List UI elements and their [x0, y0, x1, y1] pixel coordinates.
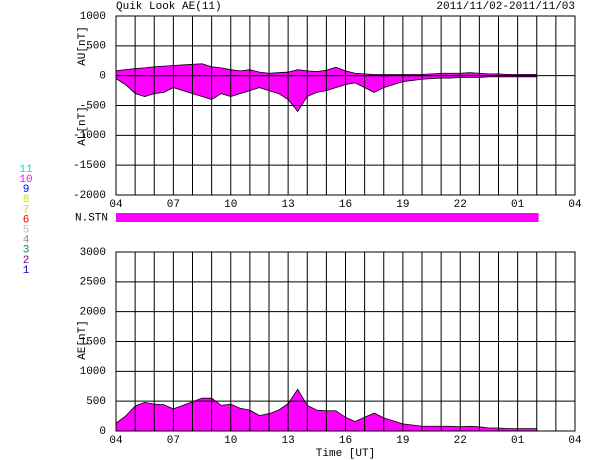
x-tick-label: 22 — [454, 199, 467, 211]
y-tick-label: 1000 — [80, 366, 106, 378]
y-tick-label: 500 — [86, 41, 106, 53]
y-tick-label: -500 — [80, 100, 106, 112]
x-tick-label: 07 — [167, 199, 180, 211]
y-tick-label: 0 — [99, 426, 106, 438]
x-tick-label: 10 — [224, 435, 237, 447]
x-tick-label: 19 — [396, 435, 409, 447]
station-legend-label: 6 — [23, 214, 30, 226]
y-tick-label: 2000 — [80, 307, 106, 319]
y-tick-label: -1000 — [73, 130, 106, 142]
y-tick-label: 500 — [86, 396, 106, 408]
x-tick-label: 01 — [511, 199, 525, 211]
area — [115, 63, 538, 77]
x-tick-label: 04 — [568, 435, 582, 447]
station-legend-label: 2 — [23, 255, 30, 267]
station-legend-label: 5 — [23, 225, 30, 237]
station-legend-label: 1 — [23, 265, 30, 277]
date-range: 2011/11/02-2011/11/03 — [436, 1, 575, 13]
x-tick-label: 04 — [109, 435, 123, 447]
band-label: N.STN — [75, 212, 108, 224]
y-tick-label: -1500 — [73, 160, 106, 172]
station-legend-label: 9 — [23, 184, 30, 196]
chart-title: Quik Look AE(11) — [116, 1, 222, 13]
y-tick-label: 1000 — [80, 11, 106, 23]
station-legend-label: 3 — [23, 245, 30, 257]
area — [115, 388, 538, 432]
x-tick-label: 13 — [282, 199, 295, 211]
station-legend-label: 11 — [19, 164, 33, 176]
station-legend-label: 4 — [23, 235, 30, 247]
x-tick-label: 01 — [511, 435, 525, 447]
y-tick-label: 1500 — [80, 336, 106, 348]
x-tick-label: 22 — [454, 435, 467, 447]
y-tick-label: 3000 — [80, 247, 106, 259]
area — [115, 75, 538, 113]
plot-frame — [115, 251, 576, 432]
y-tick-label: -2000 — [73, 190, 106, 202]
station-legend-label: 10 — [19, 174, 32, 186]
y-tick-label: 0 — [99, 71, 106, 83]
y-axis-label: AU[nT] — [77, 26, 89, 66]
y-tick-label: 2500 — [80, 277, 106, 289]
station-legend-label: 8 — [23, 194, 30, 206]
x-tick-label: 04 — [568, 199, 582, 211]
x-tick-label: 19 — [396, 199, 409, 211]
y-axis-label: AE[nT] — [77, 320, 89, 360]
y-axis-label: AL[nT] — [77, 106, 89, 146]
plot-frame — [115, 15, 576, 196]
x-tick-label: 10 — [224, 199, 237, 211]
x-tick-label: 04 — [109, 199, 123, 211]
x-tick-label: 16 — [339, 199, 352, 211]
station-legend-label: 7 — [23, 204, 30, 216]
x-axis-label: Time [UT] — [316, 448, 375, 460]
station-band — [116, 213, 539, 222]
x-tick-label: 13 — [282, 435, 295, 447]
x-tick-label: 16 — [339, 435, 352, 447]
x-tick-label: 07 — [167, 435, 180, 447]
